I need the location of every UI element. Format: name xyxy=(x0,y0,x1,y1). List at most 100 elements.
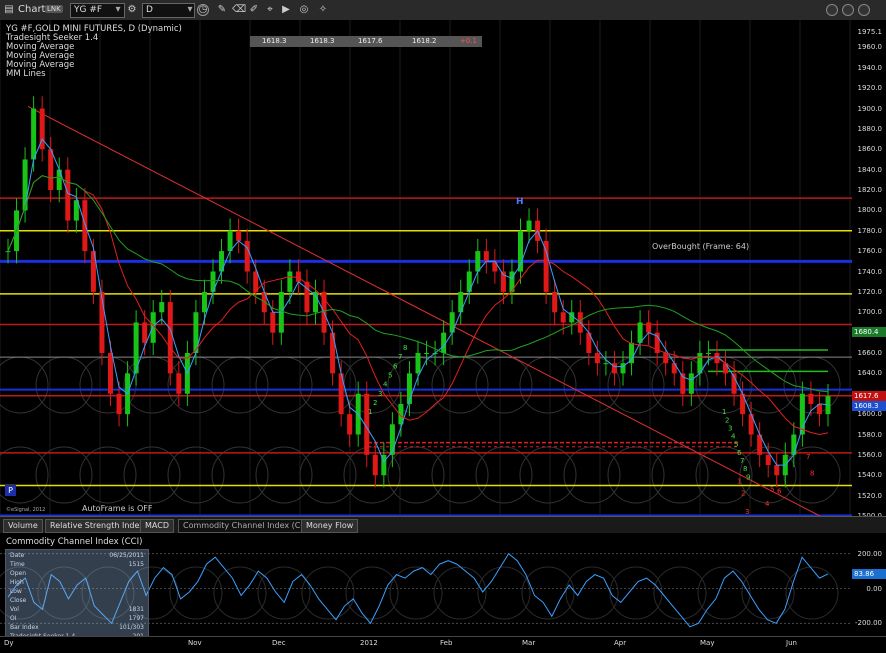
data-window-label: High xyxy=(10,579,24,586)
seeker-count-label: 6 xyxy=(393,362,398,370)
overlay-circle xyxy=(35,446,93,504)
cci-marker: 83.86 xyxy=(852,568,886,579)
candle-body xyxy=(825,396,831,415)
candle-body xyxy=(253,271,259,292)
candle-body xyxy=(799,393,805,435)
tab-money-flow[interactable]: Money Flow xyxy=(301,519,359,533)
candle-body xyxy=(116,393,122,415)
price-tick-label: 1920.0 xyxy=(857,84,883,93)
overlay-circle xyxy=(343,446,401,504)
minimize-button[interactable] xyxy=(826,4,838,16)
seeker-count-label: 5 xyxy=(388,371,392,379)
candle-body xyxy=(270,312,276,333)
overlay-circle xyxy=(0,446,49,504)
candle-body xyxy=(338,373,344,415)
p-badge[interactable]: P xyxy=(5,485,16,496)
candle-body xyxy=(543,240,549,292)
seeker-count-label: 6 xyxy=(737,449,742,457)
overlay-circle xyxy=(345,566,399,620)
candle-body xyxy=(483,251,489,262)
cci-title: Commodity Channel Index (CCI) xyxy=(6,537,143,547)
price-tick-label: 1520.0 xyxy=(857,491,883,500)
play-icon[interactable]: ▶ xyxy=(282,4,290,15)
data-window-label: Time xyxy=(10,561,25,568)
overlay-circle xyxy=(299,446,357,504)
bookmark-icon[interactable]: ✧ xyxy=(318,4,328,15)
price-tick-label: 1780.0 xyxy=(857,226,883,235)
candle-body xyxy=(150,312,156,343)
data-window-label: Bar Index xyxy=(10,624,39,631)
ohlc-bar: 1618.3 1618.3 1617.6 1618.2 +0.1 xyxy=(250,36,482,47)
chevron-down-icon[interactable]: ▾ xyxy=(187,4,193,15)
settings-icon[interactable]: ⚙ xyxy=(127,4,137,15)
candle-body xyxy=(304,281,310,313)
seeker-count-label: 3 xyxy=(745,508,749,516)
price-tick-label: 1940.0 xyxy=(857,63,883,72)
candle-body xyxy=(31,108,37,160)
price-tick-label: 1860.0 xyxy=(857,145,883,154)
tab-cci[interactable]: Commodity Channel Index (CCI) xyxy=(178,519,317,533)
candle-body xyxy=(594,353,600,364)
candle-body xyxy=(586,332,592,354)
candle-body xyxy=(389,424,395,455)
candle-body xyxy=(654,332,660,354)
candle-body xyxy=(39,108,45,150)
candle-body xyxy=(449,312,455,333)
overlay-circle xyxy=(387,446,445,504)
candle-body xyxy=(680,373,686,394)
eraser-icon[interactable]: ⌫ xyxy=(232,4,247,15)
seeker-count-label: 2 xyxy=(741,490,745,498)
overlay-circle xyxy=(301,566,355,620)
candle-body xyxy=(475,251,481,272)
seeker-count-label: 3 xyxy=(728,424,732,432)
overlay-circle xyxy=(475,446,533,504)
candle-body xyxy=(415,353,421,374)
overlay-circle xyxy=(389,566,443,620)
pencil-icon[interactable]: ✎ xyxy=(217,4,227,15)
price-tick-label: 1900.0 xyxy=(857,104,883,113)
overlay-circle xyxy=(79,446,137,504)
candle-body xyxy=(313,291,318,313)
price-tick-label: 1880.0 xyxy=(857,124,883,133)
legend-item: YG #F,GOLD MINI FUTURES, D (Dynamic) xyxy=(6,24,182,34)
symbol-input[interactable]: YG #F xyxy=(70,3,125,18)
candle-body xyxy=(748,414,754,435)
data-window-row: Open xyxy=(10,570,144,577)
period-input[interactable]: D xyxy=(142,3,195,18)
candle-body xyxy=(560,312,566,323)
clock-icon[interactable]: ◷ xyxy=(197,4,209,16)
tab-rsi[interactable]: Relative Strength Index xyxy=(45,519,149,533)
price-axis[interactable]: 1975.1 1960.0 1940.0 1920.0 1900.0 1880.0 1860… xyxy=(852,20,886,520)
brush-icon[interactable]: ✐ xyxy=(249,4,259,15)
data-window-value: 1797 xyxy=(128,615,144,622)
target-icon[interactable]: ◎ xyxy=(299,4,309,15)
time-axis: Dy Nov Dec 2012 Feb Mar Apr May Jun xyxy=(0,636,886,653)
seeker-count-label: 4 xyxy=(731,433,736,441)
candle-body xyxy=(492,261,498,272)
overlay-circle xyxy=(213,566,267,620)
cci-panel[interactable] xyxy=(0,533,852,636)
cursor-icon[interactable]: ⌖ xyxy=(267,4,273,15)
candle-body xyxy=(5,251,11,253)
overlay-circle xyxy=(0,356,49,414)
tab-macd[interactable]: MACD xyxy=(140,519,174,533)
ohlc-open: 1618.3 xyxy=(262,37,287,45)
candle-body xyxy=(424,353,430,355)
time-tick-label: Apr xyxy=(614,639,627,647)
overlay-circle xyxy=(123,446,181,504)
maximize-button[interactable] xyxy=(842,4,854,16)
candle-body xyxy=(663,353,669,364)
candle-body xyxy=(82,200,88,252)
chevron-down-icon[interactable]: ▾ xyxy=(115,4,121,15)
window-title: Chart xyxy=(18,4,46,15)
candle-body xyxy=(176,373,182,394)
data-window-label: Close xyxy=(10,597,27,604)
link-badge[interactable]: LNK xyxy=(45,5,63,13)
candle-body xyxy=(569,312,575,323)
close-button[interactable] xyxy=(858,4,870,16)
peak-label: H xyxy=(516,197,524,207)
candle-body xyxy=(637,322,643,343)
candle-body xyxy=(731,373,737,394)
tab-volume[interactable]: Volume xyxy=(3,519,43,533)
